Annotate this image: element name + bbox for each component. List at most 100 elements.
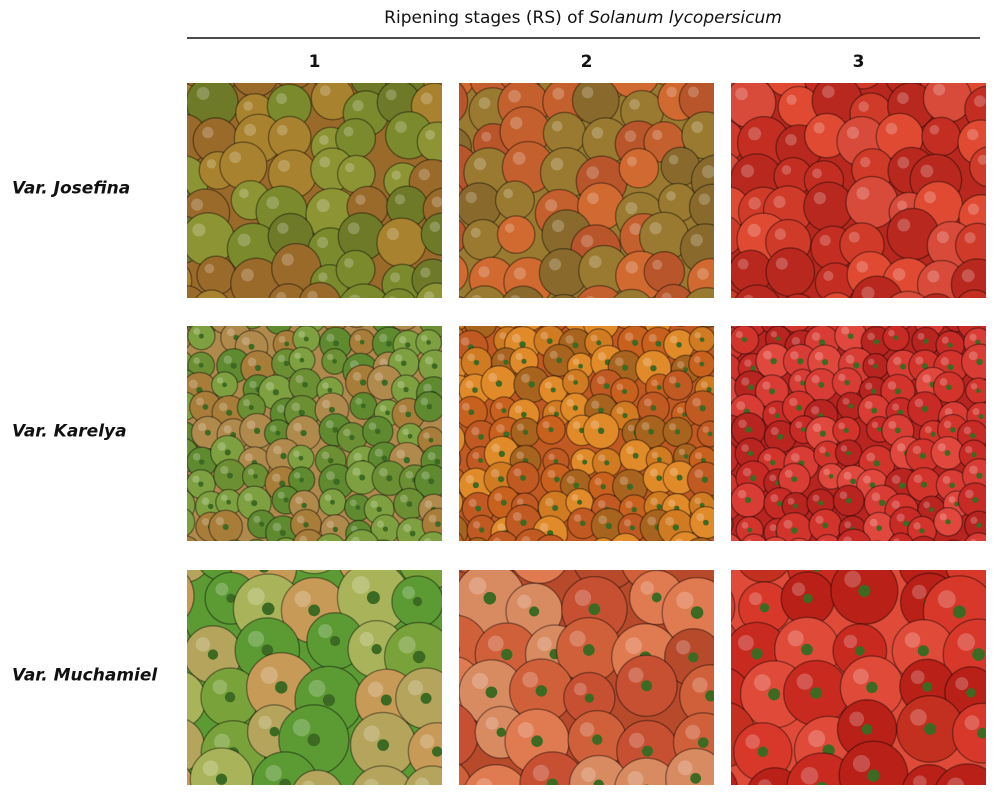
- tomato-stem: [793, 315, 798, 320]
- tomato: [496, 326, 518, 331]
- tomato-shine: [253, 515, 261, 523]
- tomato-shine: [242, 399, 250, 407]
- tomato-shine: [423, 432, 430, 439]
- tomato-stem: [601, 548, 606, 553]
- tomato-stem: [641, 745, 653, 757]
- tomato-shine: [790, 351, 799, 360]
- tomato-shine: [853, 668, 869, 685]
- tomato-shine: [665, 516, 675, 526]
- tomato-shine: [244, 307, 254, 317]
- tomato-shine: [215, 582, 229, 596]
- tomato-shine: [666, 86, 677, 98]
- tomato-shine: [892, 268, 906, 281]
- tomato: [845, 175, 899, 229]
- tomato-shine: [326, 520, 334, 528]
- tomato-shine: [196, 86, 210, 100]
- tomato-shine: [743, 294, 754, 298]
- tomato-shine: [969, 61, 982, 74]
- tomato-shine: [648, 333, 657, 343]
- tomato-shine: [397, 380, 405, 389]
- tomato-stem: [971, 452, 977, 458]
- tomato-stem: [302, 381, 308, 388]
- tomato-shine: [402, 586, 415, 599]
- tomato-shine: [517, 721, 534, 738]
- tomato-stem: [330, 635, 341, 647]
- tomato-shine: [226, 328, 235, 337]
- tomato: [957, 289, 986, 298]
- tomato-shine: [503, 188, 514, 199]
- tomato-stem: [359, 339, 365, 345]
- tomato-shine: [862, 475, 871, 484]
- tomato-stem: [444, 436, 450, 442]
- tomato-shine: [247, 587, 265, 606]
- tomato-shine: [944, 407, 953, 416]
- tomato-stem: [498, 476, 505, 483]
- tomato-shine: [794, 374, 802, 382]
- tomato-stem: [519, 341, 526, 348]
- tomato-shine: [349, 307, 355, 313]
- tomato: [298, 570, 331, 575]
- tomato-shine: [591, 127, 604, 139]
- tomato-stem: [181, 404, 186, 409]
- tomato-shine: [845, 354, 855, 364]
- tomato-stem: [810, 687, 823, 699]
- tomato-shine: [823, 270, 834, 281]
- tomato-shine: [272, 473, 281, 482]
- tomato-shine: [302, 780, 315, 785]
- tomato-shine: [811, 375, 820, 384]
- tomato-stem: [688, 652, 699, 663]
- tomato-stem: [632, 452, 639, 459]
- tomato-shine: [625, 202, 638, 215]
- tomato-shine: [735, 331, 743, 339]
- tomato-shine: [697, 267, 709, 280]
- tomato-stem: [769, 388, 776, 395]
- tomato-stem: [472, 387, 478, 393]
- tomato-shine: [910, 670, 925, 685]
- photo: [731, 570, 986, 785]
- tomato-shine: [159, 682, 174, 697]
- tomato-shine: [924, 426, 932, 434]
- tomato-stem: [899, 482, 906, 489]
- tomato-stem: [976, 388, 981, 394]
- tomato-shine: [897, 218, 911, 232]
- tomato-shine: [940, 357, 949, 366]
- tomato-stem: [426, 403, 433, 410]
- tomato-stem: [253, 474, 258, 479]
- tomato-shine: [229, 151, 241, 164]
- tomato-shine: [444, 303, 453, 312]
- tomato: [572, 542, 598, 568]
- tomato-shine: [247, 468, 255, 476]
- tomato-shine: [545, 199, 558, 212]
- tomato-shine: [669, 467, 678, 476]
- tomato-stem: [850, 478, 857, 485]
- tomato-stem: [308, 604, 321, 617]
- tomato-stem: [770, 358, 777, 365]
- tomato-shine: [921, 313, 929, 321]
- tomato-shine: [936, 231, 949, 244]
- tomato-stem: [424, 551, 436, 563]
- tomato-shine: [468, 498, 477, 507]
- tomato-stem: [920, 481, 928, 488]
- tomato-stem: [699, 502, 705, 508]
- tomato-shine: [864, 400, 873, 409]
- tomato-stem: [327, 457, 334, 464]
- tomato-stem: [381, 455, 388, 462]
- tomato-stem: [622, 413, 628, 419]
- tomato-stem: [866, 681, 878, 694]
- tomato-shine: [920, 164, 934, 178]
- tomato: [467, 536, 488, 541]
- tomato-stem: [869, 482, 876, 488]
- tomato-shine: [747, 223, 761, 237]
- tomato-shine: [785, 134, 797, 146]
- tomato-stem: [412, 596, 423, 607]
- tomato-stem: [894, 388, 901, 395]
- tomato-stem: [177, 520, 182, 525]
- tomato-shine: [545, 497, 554, 507]
- tomato-shine: [619, 476, 629, 486]
- tomato-stem: [976, 522, 982, 528]
- tomato-stem: [178, 549, 188, 559]
- tomato-stem: [656, 475, 663, 481]
- tomato-shine: [379, 333, 388, 343]
- tomato-shine: [763, 350, 772, 360]
- tomato-stem: [475, 505, 482, 512]
